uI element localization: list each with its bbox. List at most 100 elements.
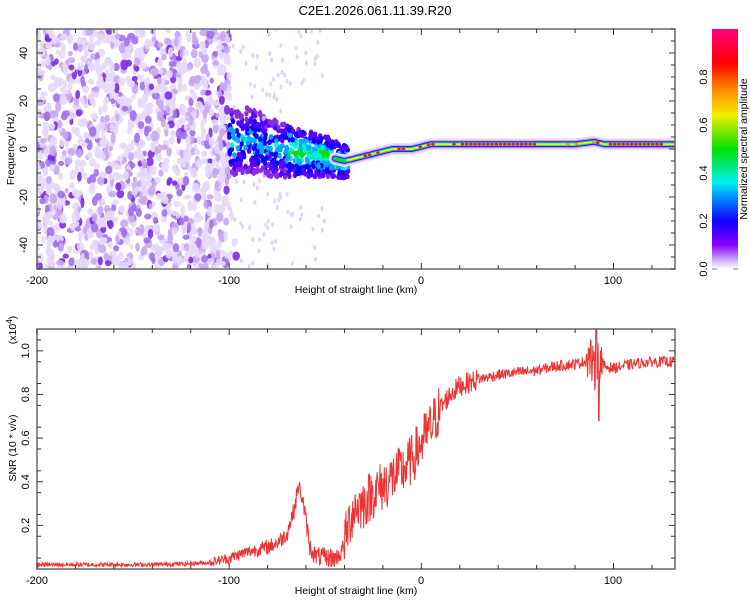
heatmap-cell xyxy=(274,161,279,167)
heatmap-cell xyxy=(131,188,138,196)
heatmap-cell xyxy=(203,240,210,250)
heatmap-cell xyxy=(245,126,250,132)
ridge-peak xyxy=(464,142,469,146)
ridge-peak xyxy=(633,142,638,146)
heatmap-cell xyxy=(66,245,73,253)
heatmap-cell xyxy=(155,83,164,93)
heatmap-cell xyxy=(117,260,125,269)
heatmap-cell xyxy=(87,40,96,51)
heatmap-cell xyxy=(288,80,292,86)
heatmap-cell xyxy=(270,240,274,246)
heatmap-cell xyxy=(139,62,147,70)
heatmap-cell xyxy=(300,167,305,174)
heatmap-cell xyxy=(83,49,90,57)
heatmap-cell xyxy=(127,258,133,266)
top-xtick-label: -200 xyxy=(26,275,48,287)
heatmap-cell xyxy=(262,231,266,237)
heatmap-cell xyxy=(108,190,117,198)
heatmap-cell xyxy=(200,77,208,84)
heatmap-cell xyxy=(44,165,49,174)
heatmap-cell xyxy=(300,80,304,86)
heatmap-cell xyxy=(219,128,226,137)
heatmap-cell xyxy=(191,42,200,50)
y-multiplier-label: (x104) xyxy=(5,316,19,344)
heatmap-cell xyxy=(148,165,157,176)
heatmap-cell xyxy=(273,138,279,144)
heatmap-cell xyxy=(62,110,70,117)
heatmap-cell xyxy=(342,145,347,152)
heatmap-cell xyxy=(203,262,209,269)
heatmap-cell xyxy=(158,169,164,177)
spectrogram-ticks xyxy=(36,28,675,270)
heatmap-cell xyxy=(89,33,94,43)
heatmap-cell xyxy=(320,227,324,233)
bot-xtick-label: -100 xyxy=(218,575,240,587)
heatmap-cell xyxy=(172,180,178,186)
snr-ticks xyxy=(36,329,675,569)
heatmap-cell xyxy=(126,49,132,59)
heatmap-cell xyxy=(311,164,316,170)
heatmap-cell xyxy=(105,29,113,36)
heatmap-cell xyxy=(155,252,160,261)
heatmap-cell xyxy=(290,261,294,267)
heatmap-cell xyxy=(87,208,94,216)
heatmap-cell xyxy=(305,60,309,66)
heatmap-cell xyxy=(238,161,243,168)
heatmap-cell xyxy=(57,202,63,210)
ridge-peak xyxy=(494,142,499,146)
heatmap-cell xyxy=(41,235,46,244)
heatmap-cell xyxy=(215,250,221,260)
heatmap-cell xyxy=(288,147,294,153)
heatmap-cell xyxy=(52,214,59,221)
heatmap-cell xyxy=(229,250,233,256)
heatmap-cell xyxy=(156,42,164,48)
heatmap-cell xyxy=(165,29,172,34)
heatmap-cell xyxy=(100,225,107,234)
heatmap-cell xyxy=(221,195,230,206)
heatmap-cell xyxy=(205,162,212,169)
heatmap-cell xyxy=(137,121,145,129)
heatmap-cell xyxy=(272,246,276,252)
heatmap-cell xyxy=(219,249,226,257)
heatmap-cell xyxy=(254,65,258,71)
heatmap-cell xyxy=(148,83,155,91)
heatmap-cell xyxy=(321,169,326,175)
colorbar-label: Normalized spectral amplitude xyxy=(738,78,750,219)
heatmap-cell xyxy=(123,37,130,47)
heatmap-cell xyxy=(64,158,73,165)
heatmap-cell xyxy=(226,71,232,81)
heatmap-cell xyxy=(239,120,244,127)
heatmap-cell xyxy=(144,181,153,188)
heatmap-cell xyxy=(86,177,92,185)
heatmap-cell xyxy=(272,94,276,100)
heatmap-cell xyxy=(224,176,230,186)
heatmap-cell xyxy=(223,46,230,54)
heatmap-cell xyxy=(102,98,109,105)
heatmap-cell xyxy=(320,144,325,151)
ridge-peak xyxy=(612,142,617,146)
heatmap-cell xyxy=(125,235,131,246)
heatmap-cell xyxy=(228,159,233,165)
heatmap-cell xyxy=(279,121,285,128)
heatmap-cell xyxy=(262,140,268,146)
heatmap-cell xyxy=(89,182,96,191)
heatmap-cell xyxy=(107,219,114,230)
heatmap-cell xyxy=(113,82,120,94)
heatmap-cell xyxy=(236,120,241,126)
heatmap-cell xyxy=(201,254,208,263)
heatmap-cell xyxy=(234,127,240,134)
heatmap-cell xyxy=(176,257,182,268)
heatmap-cell xyxy=(151,36,157,42)
heatmap-cell xyxy=(212,100,219,107)
heatmap-cell xyxy=(229,107,234,114)
heatmap-cell xyxy=(286,127,292,133)
heatmap-cell xyxy=(77,138,83,145)
heatmap-cell xyxy=(144,41,150,50)
heatmap-cell xyxy=(63,64,68,73)
heatmap-cell xyxy=(307,135,313,141)
heatmap-cell xyxy=(105,211,111,221)
ridge-peak xyxy=(646,142,651,146)
heatmap-cell xyxy=(176,76,183,84)
heatmap-cell xyxy=(131,75,138,82)
heatmap-cell xyxy=(175,212,181,219)
